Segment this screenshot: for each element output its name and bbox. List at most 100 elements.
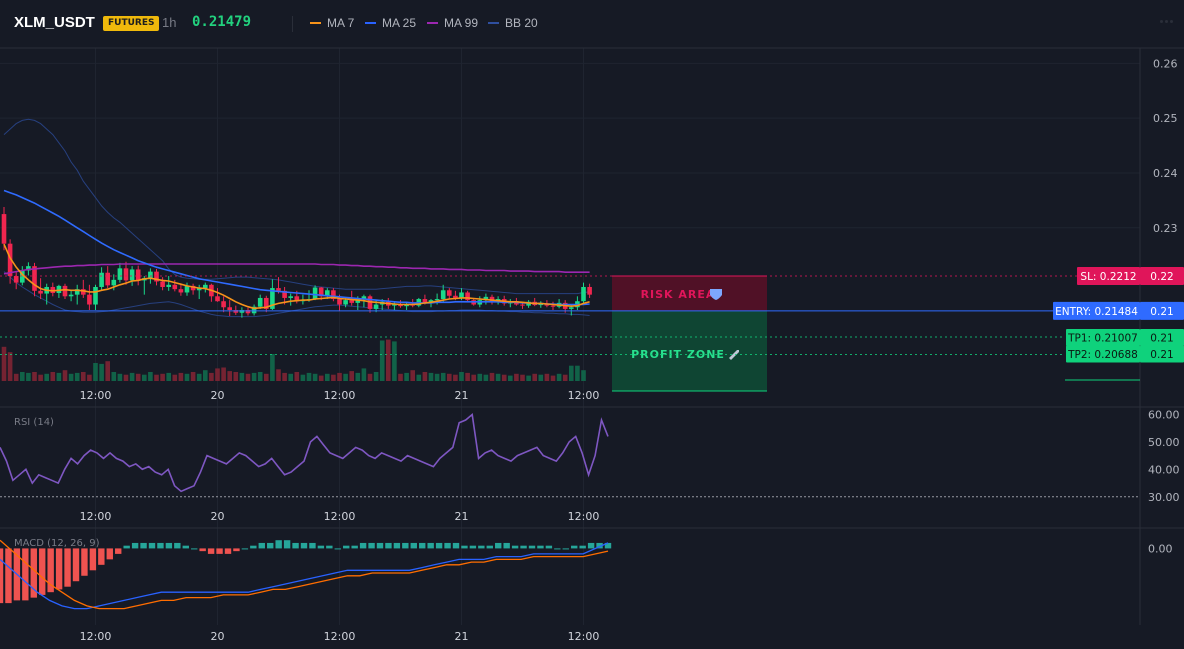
rsi-tick-label: 60.00 xyxy=(1148,408,1180,421)
trade-zones: RISK AREA PROFIT ZONE xyxy=(612,275,767,392)
macd-histogram-bar xyxy=(351,545,358,549)
macd-time-tick-label: 12:00 xyxy=(324,630,356,643)
legend-ma7-swatch xyxy=(310,22,321,24)
volume-bar xyxy=(477,373,483,381)
macd-histogram-bar xyxy=(528,545,536,549)
candle-body xyxy=(434,299,440,301)
volume-bar xyxy=(68,373,74,381)
risk-area-label: RISK AREA xyxy=(641,288,716,301)
candle-body xyxy=(215,296,220,302)
volume-bar xyxy=(434,373,440,381)
candle-body xyxy=(331,290,336,300)
volume-bar xyxy=(386,339,391,381)
rsi-tick-label: 40.00 xyxy=(1148,463,1180,476)
volume-bar xyxy=(575,365,580,381)
bollinger-bands xyxy=(3,118,590,318)
sl-label-text: SL: 0.2212 xyxy=(1080,271,1136,283)
volume-bar xyxy=(264,373,269,381)
candle-body xyxy=(172,284,178,290)
macd-histogram-bar xyxy=(495,542,502,549)
legend-bb20-label: BB 20 xyxy=(505,16,538,30)
volume-bar xyxy=(410,370,415,381)
more-options-icon[interactable] xyxy=(1160,8,1178,23)
volume-bar xyxy=(26,372,31,381)
time-tick-label: 12:00 xyxy=(80,389,112,402)
macd-signal-line xyxy=(0,539,609,610)
volume-bar xyxy=(569,365,574,381)
macd-histogram-bar xyxy=(258,542,265,549)
macd-histogram-bar xyxy=(545,545,553,549)
timeframe-label[interactable]: 1h xyxy=(162,15,177,30)
volume-bar xyxy=(428,372,434,381)
candle-body xyxy=(93,286,98,305)
volume-bar xyxy=(38,374,43,381)
risk-area-box xyxy=(612,276,767,311)
volume-bar xyxy=(343,373,348,381)
macd-histogram-bar xyxy=(368,542,375,549)
legend-ma99[interactable]: MA 99 xyxy=(427,16,478,30)
macd-histogram-bar xyxy=(486,545,493,549)
volume-bar xyxy=(495,373,501,381)
volume-bar xyxy=(93,363,98,381)
macd-histogram-bar xyxy=(47,548,54,593)
rsi-line xyxy=(0,412,609,493)
candle-body xyxy=(349,300,354,303)
candle-body xyxy=(257,297,263,307)
candle-body xyxy=(20,270,25,283)
volume-bar xyxy=(62,370,68,381)
rsi-tick-label: 50.00 xyxy=(1148,436,1180,449)
volume-bar xyxy=(300,374,306,381)
candle-body xyxy=(26,266,31,271)
rsi-panel: 60.00 50.00 40.00 30.00 RSI (14) xyxy=(0,408,1180,504)
legend-ma25[interactable]: MA 25 xyxy=(365,16,416,30)
volume-bar xyxy=(471,374,476,381)
candle-body xyxy=(135,269,141,281)
chart-header: XLM_USDT FUTURES 1h 0.21479 MA 7 MA 25 M… xyxy=(0,0,1184,48)
entry-label-text: ENTRY: 0.21484 xyxy=(1055,306,1138,318)
shield-icon xyxy=(710,289,722,301)
volume-bar xyxy=(221,367,226,381)
macd-histogram-bar xyxy=(148,542,156,549)
volume-bar xyxy=(514,373,519,381)
volume-bar xyxy=(99,363,104,381)
legend-bb20[interactable]: BB 20 xyxy=(488,16,538,30)
macd-histogram-bar xyxy=(275,540,282,549)
volume-bar xyxy=(154,374,159,381)
volume-bar xyxy=(282,372,287,381)
last-price: 0.21479 xyxy=(192,14,252,30)
macd-histogram-bar xyxy=(157,542,164,549)
symbol-name[interactable]: XLM_USDT xyxy=(14,14,95,31)
candle-body xyxy=(337,299,342,305)
volume-bar xyxy=(337,372,342,381)
candle-body xyxy=(282,290,287,298)
macd-histogram-bar xyxy=(0,548,4,604)
tp2-label-bg xyxy=(1066,345,1140,363)
macd-histogram-bar xyxy=(224,548,232,554)
macd-histogram-bar xyxy=(98,548,105,565)
macd-histogram-bar xyxy=(140,542,147,549)
macd-histogram-bar xyxy=(427,542,434,549)
macd-histogram-bar xyxy=(478,545,485,549)
ma99-line xyxy=(3,263,590,275)
volume-bar xyxy=(501,374,507,381)
macd-histogram-bar xyxy=(587,542,595,549)
volume-bar xyxy=(373,372,379,381)
volume-bar xyxy=(294,372,300,381)
rsi-time-tick-label: 12:00 xyxy=(568,510,600,523)
rsi-time-tick-label: 12:00 xyxy=(324,510,356,523)
candle-body xyxy=(465,292,470,301)
macd-histogram-bar xyxy=(81,548,88,576)
macd-histogram-bar xyxy=(216,548,223,554)
profit-zone-box xyxy=(612,310,767,391)
legend-ma7[interactable]: MA 7 xyxy=(310,16,354,30)
price-tick-label: 0.24 xyxy=(1153,167,1178,180)
macd-time-tick-label: 21 xyxy=(455,630,469,643)
macd-histogram-bar xyxy=(604,542,612,549)
candle-body xyxy=(74,289,80,295)
tp2-axis-label-bg xyxy=(1140,345,1184,363)
volume-bar xyxy=(422,372,428,381)
sl-axis-label-bg xyxy=(1140,267,1184,286)
candle-body xyxy=(117,268,123,280)
rocket-icon xyxy=(729,350,739,360)
